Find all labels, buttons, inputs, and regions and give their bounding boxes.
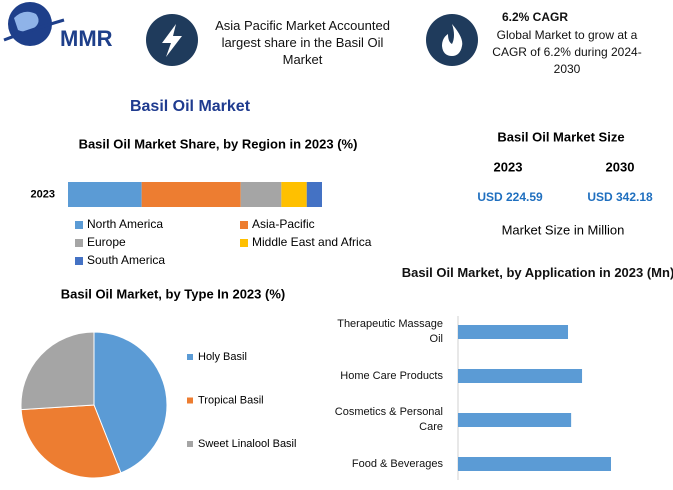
logo-text: MMR <box>60 26 113 51</box>
legend-label: Europe <box>87 235 126 249</box>
size-value: USD 342.18 <box>587 190 653 204</box>
icon-bolt <box>162 24 182 57</box>
chart-title: Basil Oil Market, by Application in 2023… <box>401 265 673 280</box>
category-label: 2023 <box>31 188 55 200</box>
legend-swatch <box>240 221 248 229</box>
bar <box>458 325 569 339</box>
chart-title: Basil Oil Market, by Type In 2023 (%) <box>61 286 285 301</box>
legend-swatch <box>75 257 83 265</box>
legend-swatch <box>75 221 83 229</box>
category-label: Cosmetics & Personal Care <box>334 406 443 433</box>
legend-label: Holy Basil <box>198 351 247 363</box>
legend-label: North America <box>87 217 163 231</box>
pie-slice <box>20 404 122 479</box>
pie-slice <box>93 331 168 474</box>
legend-label: Sweet Linalool Basil <box>198 438 296 450</box>
legend-swatch <box>240 239 248 247</box>
bar-segment <box>240 182 282 207</box>
size-year: 2030 <box>606 159 635 174</box>
bar <box>458 369 583 383</box>
cagr-title: 6.2% CAGR <box>501 10 569 24</box>
icon-circle <box>426 14 478 66</box>
size-year: 2023 <box>494 159 523 174</box>
logo-swoosh <box>3 18 65 42</box>
cagr-text: Global Market to grow at a CAGR of 6.2% … <box>492 28 642 76</box>
category-label: Food & Beverages <box>351 457 443 470</box>
legend-label: Tropical Basil <box>198 394 264 406</box>
category-label: Therapeutic Massage Oil <box>337 318 443 345</box>
legend-swatch <box>75 239 83 247</box>
main-title: Basil Oil Market <box>130 98 251 115</box>
legend-swatch <box>187 354 193 360</box>
legend-label: Asia-Pacific <box>252 217 315 231</box>
legend-label: Middle East and Africa <box>252 235 372 249</box>
bar <box>458 413 572 427</box>
size-value: USD 224.59 <box>477 190 543 204</box>
legend-swatch <box>187 397 193 404</box>
icon-flame <box>442 24 463 56</box>
bar <box>458 457 611 471</box>
bar-segment <box>306 182 322 207</box>
highlight-text: Asia Pacific Market Accounted largest sh… <box>215 18 390 67</box>
size-title: Basil Oil Market Size <box>497 129 624 144</box>
legend-swatch <box>187 441 193 447</box>
legend-label: South America <box>87 253 165 267</box>
size-caption: Market Size in Million <box>502 222 625 237</box>
bar-segment <box>68 182 142 207</box>
bar-segment <box>141 182 241 207</box>
category-label: Home Care Products <box>340 369 443 382</box>
chart-title: Basil Oil Market Share, by Region in 202… <box>79 136 358 151</box>
pie-slice <box>20 331 95 411</box>
logo-land <box>14 11 39 32</box>
bar-segment <box>281 182 307 207</box>
